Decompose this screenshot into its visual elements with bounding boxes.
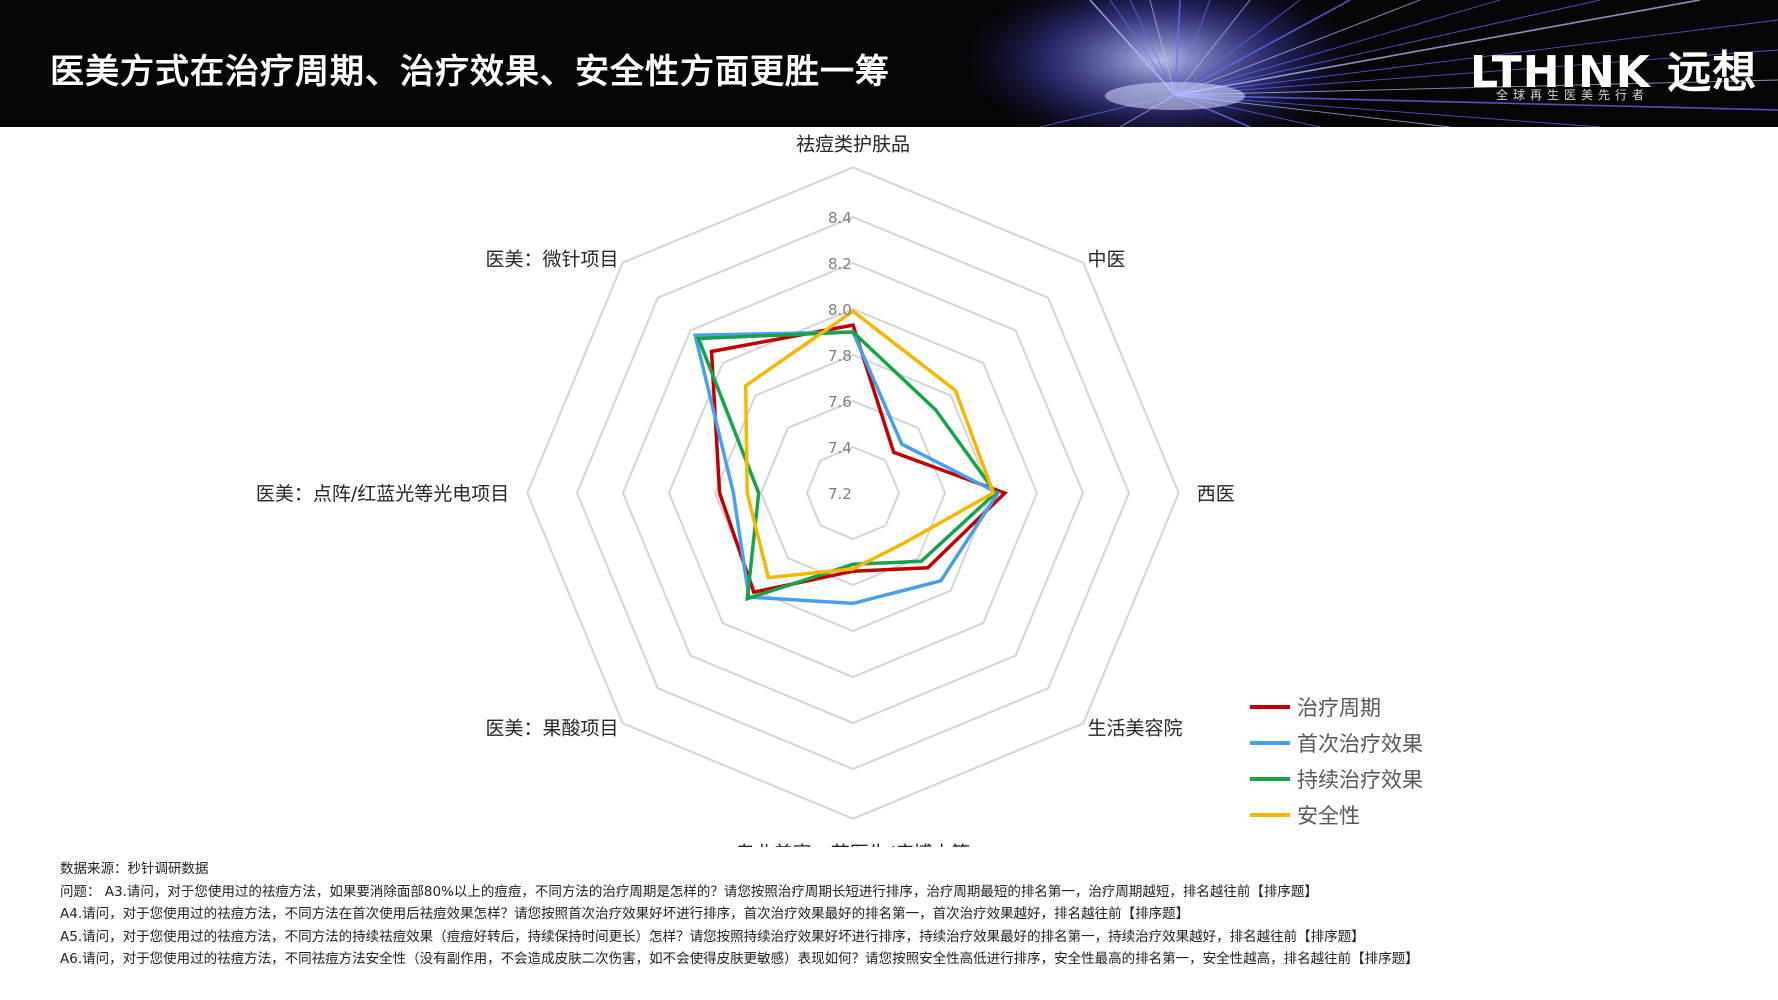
legend-label: 安全性	[1297, 804, 1360, 828]
series-line-2	[692, 330, 1001, 606]
radial-tick-labels: 7.2 7.4 7.6 7.8 8.0 8.2 8.4	[828, 209, 852, 503]
series-line-3	[695, 330, 998, 602]
grid-ring	[759, 399, 947, 587]
grid-ring	[805, 445, 901, 541]
axis-label: 祛痘类护肤品	[796, 133, 910, 155]
data-source-note: 数据来源：秒针调研数据	[60, 861, 209, 877]
header-banner: 医美方式在治疗周期、治疗效果、安全性方面更胜一筹 LTHINK 远想 全球再生医…	[0, 0, 1778, 127]
question-a5-note: A5.请问，对于您使用过的祛痘方法，不同方法的持续祛痘效果（痘痘好转后，持续保持…	[60, 928, 1365, 945]
radar-grid	[526, 166, 1180, 820]
radar-chart: 7.2 7.4 7.6 7.8 8.0 8.2 8.4 祛痘类护肤品中医西医生活美容院专业美…	[256, 133, 1423, 847]
question-a4-note: A4.请问，对于您使用过的祛痘方法，不同方法在首次使用后祛痘效果怎样？请您按照首…	[60, 906, 1190, 922]
tick-label: 8.0	[828, 301, 852, 319]
tick-label: 8.2	[828, 255, 852, 273]
brand-tagline: 全球再生医美先行者	[1496, 88, 1650, 102]
header-light-rays-decoration	[960, 0, 1778, 127]
axis-label: 医美：点阵/红蓝光等光电项目	[256, 483, 509, 505]
footnotes: 数据来源：秒针调研数据 问题： A3.请问，对于您使用过的祛痘方法，如果要消除面…	[60, 858, 1740, 971]
brand-logo: LTHINK 远想 全球再生医美先行者	[1470, 36, 1756, 106]
grid-ring	[621, 261, 1085, 725]
axis-label: 专业美容：苗医生/痘博士等	[736, 843, 970, 847]
axis-label: 西医	[1197, 483, 1235, 505]
axis-labels: 祛痘类护肤品中医西医生活美容院专业美容：苗医生/痘博士等 医美：果酸项目 医美：点阵…	[256, 133, 1235, 847]
tick-label: 7.6	[828, 393, 852, 411]
grid-ring	[575, 215, 1131, 771]
question-a6-note: A6.请问，对于您使用过的祛痘方法，不同祛痘方法安全性（没有副作用，不会造成皮肤…	[60, 951, 1419, 967]
axis-label: 医美：微针项目	[485, 249, 618, 271]
legend-label: 首次治疗效果	[1297, 732, 1423, 756]
legend-label: 治疗周期	[1297, 696, 1381, 720]
legend-label: 持续治疗效果	[1297, 768, 1423, 792]
grid-ring	[713, 353, 993, 633]
brand-name: LTHINK 远想	[1470, 47, 1758, 98]
series-line-4	[743, 309, 996, 580]
tick-label: 7.8	[828, 347, 852, 365]
series-line-1	[709, 323, 1009, 595]
tick-label: 7.4	[828, 439, 852, 457]
tick-label: 8.4	[828, 209, 852, 227]
grid-ring	[667, 307, 1039, 679]
grid-ring-outer	[526, 166, 1180, 820]
axis-label: 生活美容院	[1088, 718, 1183, 740]
question-a3-note: 问题： A3.请问，对于您使用过的祛痘方法，如果要消除面部80%以上的痘痘，不同…	[60, 883, 1318, 900]
page-title: 医美方式在治疗周期、治疗效果、安全性方面更胜一筹	[50, 52, 890, 92]
radar-series	[692, 309, 1009, 606]
axis-label: 医美：果酸项目	[485, 718, 618, 740]
tick-label: 7.2	[828, 485, 852, 503]
axis-label: 中医	[1088, 249, 1126, 271]
